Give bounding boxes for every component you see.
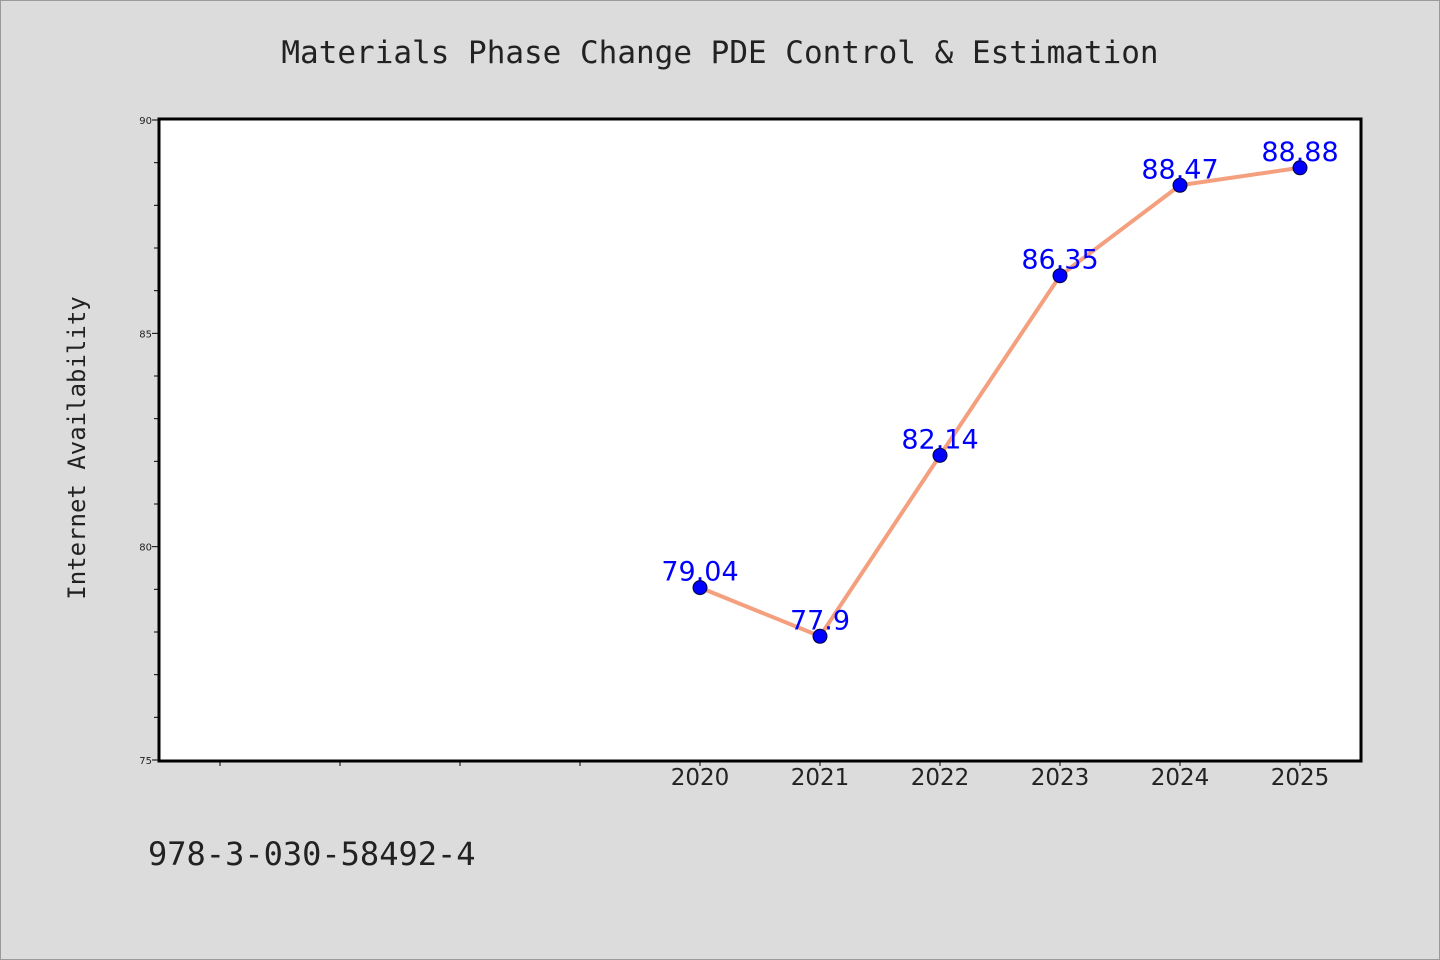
y-tick-label: 90 [139,116,152,127]
x-tick-label: 2020 [671,765,730,791]
x-tick-label: 2024 [1151,765,1210,791]
x-tick-label: 2023 [1031,765,1090,791]
data-point-marker [1172,177,1188,193]
x-tick-label: 2021 [791,765,850,791]
data-point-marker [1052,268,1068,284]
data-point-marker [932,447,948,463]
series-line-group: 79.04 77.9 82.14 86.35 88.47 88.88 [661,137,1339,644]
y-tick-label: 80 [139,543,152,554]
data-point-marker [692,580,708,596]
plot-area [157,117,1363,763]
x-tick-label: 2022 [911,765,970,791]
isbn-text: 978-3-030-58492-4 [148,835,476,873]
x-axis-ticks: 2020 2021 2022 2023 2024 2025 [219,760,1330,791]
data-label: 86.35 [1021,245,1098,276]
y-axis-ticks: 75 80 85 90 [139,116,160,767]
chart-title: Materials Phase Change PDE Control & Est… [281,35,1158,71]
series-line [699,165,1301,639]
data-label: 77.9 [790,605,850,636]
data-point-marker [812,628,828,644]
y-tick-label: 85 [139,329,152,340]
data-label: 88.47 [1141,154,1218,185]
data-label: 82.14 [901,424,978,455]
data-point-marker [1292,160,1308,176]
y-axis-label: Internet Availability [63,296,91,599]
data-label: 79.04 [661,557,738,588]
x-tick-label: 2025 [1271,765,1330,791]
y-tick-label: 75 [139,756,152,767]
data-label: 88.88 [1261,137,1338,168]
